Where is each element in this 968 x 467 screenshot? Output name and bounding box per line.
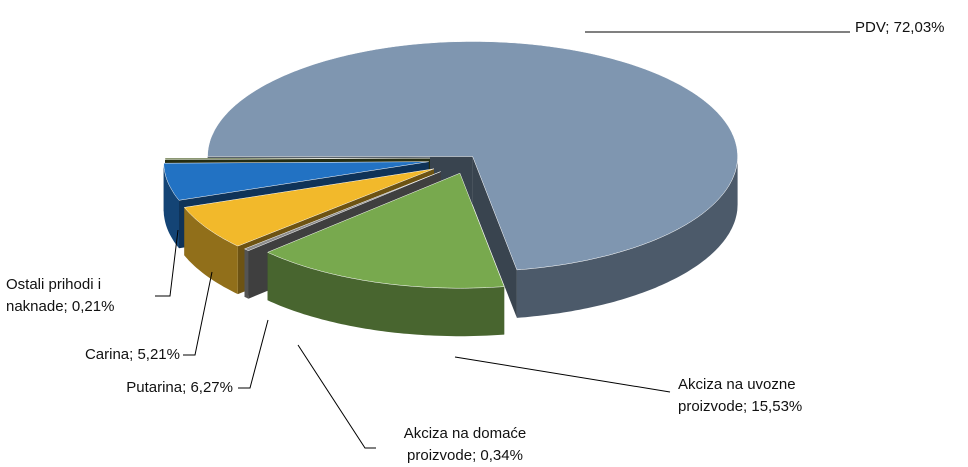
slice-side bbox=[244, 248, 249, 299]
slice-side bbox=[516, 156, 738, 318]
slice-side bbox=[184, 207, 238, 295]
leader-line bbox=[238, 319, 269, 389]
data-label: Carina; 5,21% bbox=[84, 346, 180, 363]
data-label: Ostali prihodi i naknade; 0,21% bbox=[6, 276, 115, 315]
slice bbox=[163, 161, 429, 201]
data-label: PDV; 72,03% bbox=[855, 19, 945, 36]
slice bbox=[164, 157, 431, 160]
slice-side bbox=[163, 163, 179, 249]
data-label: Akciza na uvozne proizvode; 15,53% bbox=[678, 376, 803, 415]
leader-line bbox=[155, 229, 179, 297]
slice-side bbox=[267, 252, 505, 337]
slice bbox=[266, 172, 505, 289]
slice bbox=[207, 41, 738, 271]
slice bbox=[243, 171, 441, 251]
data-label: Putarina; 6,27% bbox=[126, 379, 233, 396]
leader-line bbox=[454, 356, 671, 393]
data-label: Akciza na domaće proizvode; 0,34% bbox=[403, 425, 527, 464]
slice-wall bbox=[472, 156, 517, 318]
leader-line bbox=[183, 271, 213, 356]
leader-line bbox=[297, 344, 376, 449]
slice bbox=[183, 168, 435, 247]
